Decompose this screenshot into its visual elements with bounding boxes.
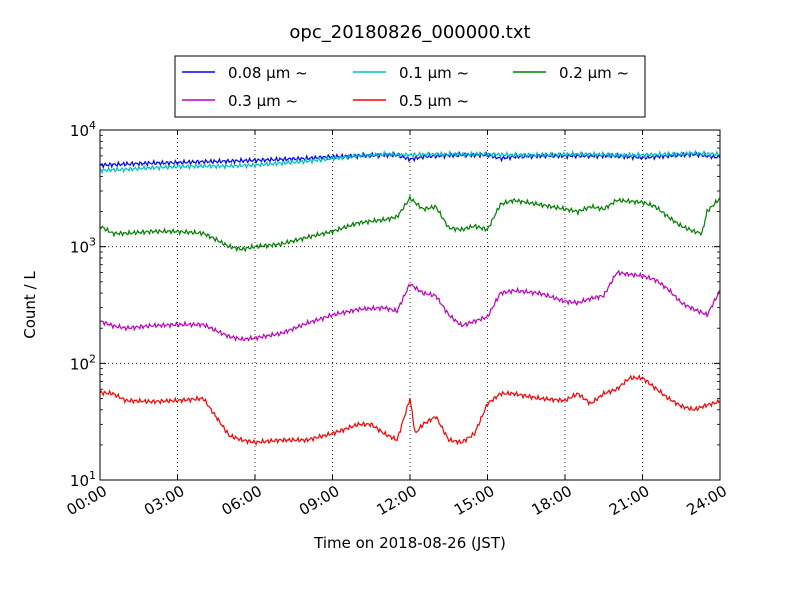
x-tick-label: 18:00 (529, 482, 575, 519)
series-line (99, 151, 721, 170)
y-tick-label: 101 (70, 469, 96, 490)
grid-lines (100, 130, 720, 480)
series-lines (99, 149, 721, 447)
legend-label: 0.2 μm ~ (559, 64, 629, 82)
x-tick-label: 12:00 (374, 482, 420, 519)
x-tick-label: 24:00 (684, 482, 730, 519)
y-axis-label: Count / L (21, 271, 39, 339)
x-axis-label: Time on 2018-08-26 (JST) (313, 534, 506, 552)
x-tick-label: 21:00 (606, 482, 652, 519)
y-tick-label: 102 (70, 352, 96, 373)
legend-label: 0.3 μm ~ (228, 92, 298, 110)
series-line (99, 269, 721, 342)
legend-label: 0.08 μm ~ (228, 64, 308, 82)
x-tick-label: 09:00 (296, 482, 342, 519)
series-line (99, 149, 721, 175)
legend-label: 0.1 μm ~ (399, 64, 469, 82)
series-line (99, 194, 721, 253)
series-line (99, 374, 721, 447)
legend-box (174, 55, 646, 118)
x-tick-label: 15:00 (451, 482, 497, 519)
legend-label: 0.5 μm ~ (399, 92, 469, 110)
x-tick-label: 06:00 (219, 482, 265, 519)
legend: 0.08 μm ~ 0.1 μm ~ 0.2 μm ~ 0.3 μm ~ 0.5 μm … (174, 55, 646, 118)
y-tick-label: 104 (70, 119, 96, 140)
y-axis-ticks: 101 102 103 104 (70, 119, 720, 490)
chart-title: opc_20180826_000000.txt (289, 22, 530, 43)
y-tick-label: 103 (70, 236, 96, 257)
x-tick-label: 03:00 (141, 482, 187, 519)
